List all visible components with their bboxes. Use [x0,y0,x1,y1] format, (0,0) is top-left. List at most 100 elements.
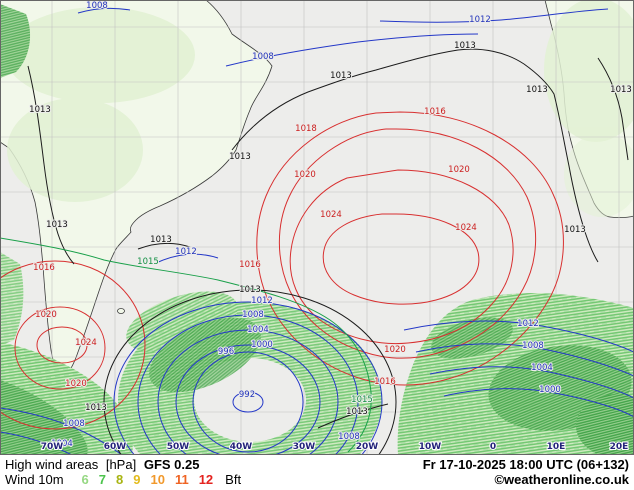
lon-tick-20E: 20E [610,442,629,452]
isobar-label-1008: 1008 [242,310,264,320]
isobar-label-1016: 1016 [239,260,261,270]
isobars-blue [0,7,634,455]
lon-tick-20W: 20W [356,442,379,452]
isobar-1004-low [157,329,339,455]
isobar-1016-pacific-high [0,260,146,430]
isobar-1012-southeast [403,320,634,353]
isobar-1000-southeast [443,388,634,418]
isobar-label-1024: 1024 [75,338,97,348]
vegetation-africa [544,0,634,142]
isobars-red [0,111,564,430]
isobar-label-1016: 1016 [424,107,446,117]
isobar-label-1013: 1013 [330,71,352,81]
isobar-1008-southwest [0,407,123,455]
isobar-label-1004: 1004 [531,363,553,373]
legend-bft-6: 6 [81,472,89,487]
isobar-1020-pacific-high [14,306,106,390]
isobar-label-1013: 1013 [610,85,632,95]
wind-area-chile-coast [0,252,24,346]
footer: High wind areas [hPa] GFS 0.25 Fr 17-10-… [0,455,634,490]
isobar-label-1016: 1016 [374,377,396,387]
isobar-label-1012: 1012 [517,319,539,329]
isobar-1013-plata [137,242,191,250]
lon-tick-50W: 50W [167,442,190,452]
model-label: GFS 0.25 [143,457,200,472]
isobar-1012-plata [155,253,219,264]
isobar-label-1015: 1015 [137,257,159,267]
lon-tick-10E: 10E [547,442,566,452]
isobar-label-1012: 1012 [469,15,491,25]
isobar-amazon [77,7,131,14]
isobar-996-low [192,351,304,453]
legend-bft-12: 12 [198,472,214,487]
isobar-label-1013: 1013 [85,403,107,413]
lon-tick-70W: 70W [41,442,64,452]
grid-meridians [51,0,620,455]
wind-areas-layer [0,4,634,455]
legend-bft-10: 10 [150,472,165,487]
isobar-label-1013: 1013 [29,105,51,115]
legend-bft-8: 8 [116,472,124,487]
isobar-1013-south-segment [317,403,389,429]
footer-row-2: Wind 10m 6 7 8 9 10 11 12 Bft ©weatheronline.c… [5,472,629,487]
isobar-label-996: 996 [218,347,234,357]
isobar-1024-pacific-high [36,326,88,364]
vegetation-south-africa [564,133,634,217]
isobar-label-1008: 1008 [338,432,360,442]
isobar-1016-atlantic-high [256,111,564,386]
isobar-1018-atlantic-high [278,128,537,359]
isobar-1008-southeast [415,343,634,377]
wind-area-andes-north [0,4,31,78]
isobar-1020-atlantic-high [289,169,514,345]
isobar-1008-tropics [225,33,479,67]
isobar-label-1016: 1016 [33,263,55,273]
isobar-label-1020: 1020 [448,165,470,175]
wind-area-cyclone-core [149,317,261,393]
isobar-1013-low-ring [103,289,397,455]
land-vegetation-tint [5,0,634,217]
copyright-link[interactable]: ©weatheronline.co.uk [494,472,629,487]
isobar-label-1008: 1008 [522,341,544,351]
lon-tick-40W: 40W [230,442,253,452]
vegetation-brazil [7,98,143,202]
isobar-1012-low [113,301,383,455]
lon-tick-60W: 60W [104,442,127,452]
isobar-label-1024: 1024 [320,210,342,220]
isobar-1015 [0,237,372,453]
isobar-label-1020: 1020 [384,345,406,355]
map-title: High wind areas [hPa] GFS 0.25 [5,457,203,472]
legend-bft-11: 11 [174,472,189,487]
isobar-layer [0,7,634,455]
isobar-1013-africa [597,57,629,161]
isobars-green [0,237,372,453]
isobar-label-1013: 1013 [239,285,261,295]
vegetation-amazon [5,7,195,103]
bft-unit-label: Bft [225,472,242,487]
isobar-1008-low [137,314,359,455]
isobar-label-1020: 1020 [294,170,316,180]
isobar-label-1013: 1013 [150,235,172,245]
isobar-label-992: 992 [239,390,255,400]
graticule-grid [0,0,634,455]
isobar-992-low [232,391,264,413]
isobar-label-1000: 1000 [251,340,273,350]
legend-bft-9: 9 [133,472,141,487]
isobar-label-1013: 1013 [229,152,251,162]
isobar-label-1012: 1012 [175,247,197,257]
isobar-label-1008: 1008 [252,52,274,62]
isobar-1013-andes [27,65,75,265]
isobar-1000-low [175,344,321,455]
isobar-1024-atlantic-high [322,213,480,305]
legend-bft-7: 7 [98,472,106,487]
bft-legend: 6 7 8 9 10 11 12 [82,472,224,487]
lon-tick-10W: 10W [419,442,442,452]
isobar-1004-southeast [429,366,634,399]
isobar-label-1013: 1013 [526,85,548,95]
wind-area-southeast-core-2 [576,394,634,455]
footer-row-1: High wind areas [hPa] GFS 0.25 Fr 17-10-… [5,457,629,472]
isobar-label-1013: 1013 [346,407,368,417]
layer-label: Wind 10m [5,472,64,487]
